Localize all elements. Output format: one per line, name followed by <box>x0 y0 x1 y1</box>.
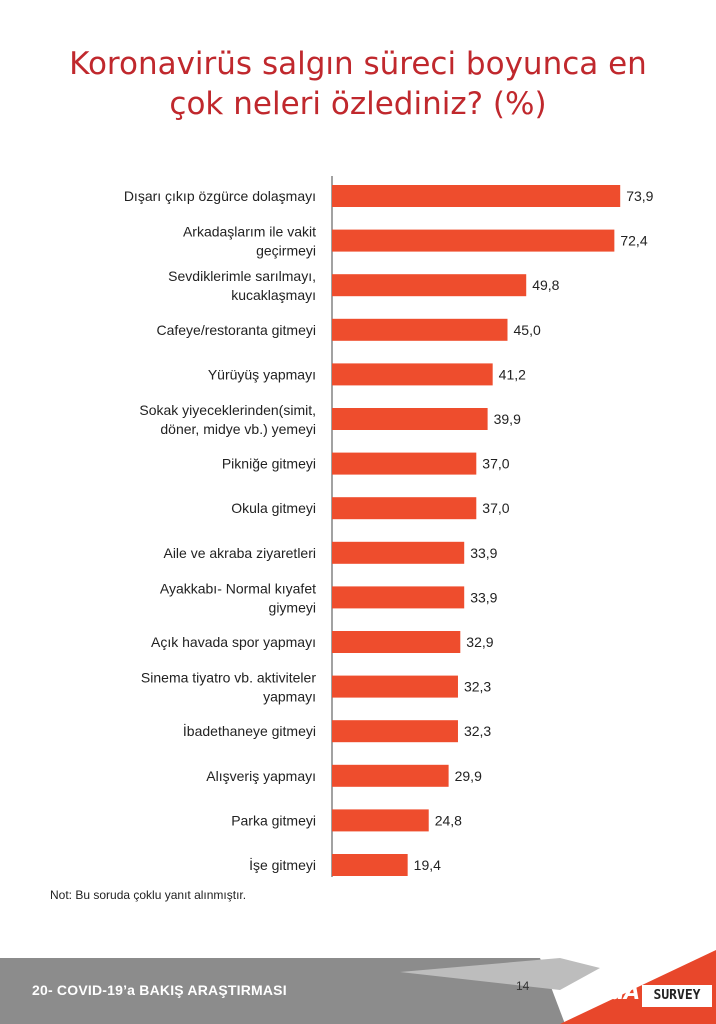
category-label: Cafeye/restoranta gitmeyi <box>156 322 316 338</box>
chart-bars: 73,9 Dışarı çıkıp özgürce dolaşmayı 72,4 Ar… <box>124 185 654 876</box>
category-label: Sinema tiyatro vb. aktiviteler yapmayı <box>141 670 316 705</box>
bar-value-label: 24,8 <box>435 812 462 828</box>
report-title: 20- COVID-19’a BAKIŞ ARAŞTIRMASI <box>32 982 287 998</box>
category-label-line: döner, midye vb.) yemeyi <box>160 421 316 437</box>
bar <box>332 764 449 787</box>
bar-value-label: 39,9 <box>494 411 521 427</box>
category-label-line: Sevdiklerimle sarılmayı, <box>168 268 316 284</box>
category-label-line: giymeyi <box>269 599 316 615</box>
category-label-line: Alışveriş yapmayı <box>206 768 316 784</box>
category-label: Dışarı çıkıp özgürce dolaşmayı <box>124 188 316 204</box>
category-label-line: Arkadaşlarım ile vakit <box>183 224 316 240</box>
category-label: Ayakkabı- Normal kıyafet giymeyi <box>160 580 316 615</box>
category-label-line: Cafeye/restoranta gitmeyi <box>156 322 316 338</box>
bar-chart: 73,9 Dışarı çıkıp özgürce dolaşmayı 72,4 Ar… <box>124 176 654 877</box>
areda-logo: AredA <box>570 980 640 1004</box>
category-label: Açık havada spor yapmayı <box>151 634 316 650</box>
bar-value-label: 19,4 <box>414 857 441 873</box>
category-label-line: yapmayı <box>263 689 316 705</box>
bar <box>332 497 477 520</box>
bar-value-label: 32,9 <box>466 634 493 650</box>
bar-value-label: 29,9 <box>455 768 482 784</box>
category-label-line: Pikniğe gitmeyi <box>222 456 316 472</box>
category-label: Pikniğe gitmeyi <box>222 456 316 472</box>
category-label: İşe gitmeyi <box>249 856 316 873</box>
bar-value-label: 72,4 <box>620 233 647 249</box>
category-label-line: Dışarı çıkıp özgürce dolaşmayı <box>124 188 316 204</box>
category-label: İbadethaneye gitmeyi <box>183 722 316 739</box>
bar-value-label: 49,8 <box>532 277 559 293</box>
category-label-line: kucaklaşmayı <box>231 287 316 303</box>
category-label: Okula gitmeyi <box>231 500 316 516</box>
bar <box>332 274 527 297</box>
bar-value-label: 32,3 <box>464 679 491 695</box>
category-label-line: Parka gitmeyi <box>231 812 316 828</box>
category-label-line: Ayakkabı- Normal kıyafet <box>160 580 316 596</box>
category-label: Sokak yiyeceklerinden(simit, döner, midye… <box>139 402 316 437</box>
category-label-line: Aile ve akraba ziyaretleri <box>163 545 316 561</box>
category-label: Aile ve akraba ziyaretleri <box>163 545 316 561</box>
category-label-line: İşe gitmeyi <box>249 856 316 873</box>
bar-value-label: 45,0 <box>514 322 541 338</box>
category-label-line: Okula gitmeyi <box>231 500 316 516</box>
bar <box>332 318 508 341</box>
page-title-line2: çok neleri özlediniz? (%) <box>169 86 547 122</box>
bar <box>332 854 408 876</box>
category-label-line: geçirmeyi <box>256 243 316 259</box>
bar <box>332 185 621 207</box>
bar <box>332 229 615 252</box>
bar <box>332 631 461 653</box>
bar <box>332 675 458 698</box>
category-label-line: Sinema tiyatro vb. aktiviteler <box>141 670 316 686</box>
bar <box>332 586 465 609</box>
survey-logo: SURVEY <box>642 985 712 1007</box>
category-label-line: Sokak yiyeceklerinden(simit, <box>139 402 316 418</box>
category-label-line: İbadethaneye gitmeyi <box>183 722 316 739</box>
category-label-line: Yürüyüş yapmayı <box>208 366 316 382</box>
category-label: Sevdiklerimle sarılmayı, kucaklaşmayı <box>168 268 316 303</box>
category-label: Yürüyüş yapmayı <box>208 366 316 382</box>
bar <box>332 809 429 832</box>
bar-value-label: 33,9 <box>470 589 497 605</box>
category-label: Parka gitmeyi <box>231 812 316 828</box>
bar-value-label: 37,0 <box>482 500 509 516</box>
bar-value-label: 33,9 <box>470 545 497 561</box>
bar <box>332 720 458 743</box>
bar-value-label: 73,9 <box>626 188 653 204</box>
bar <box>332 452 477 475</box>
page-title: Koronavirüs salgın süreci boyunca en çok… <box>0 44 716 124</box>
page-title-line1: Koronavirüs salgın süreci boyunca en <box>69 46 647 82</box>
bar-value-label: 32,3 <box>464 723 491 739</box>
category-label-line: Açık havada spor yapmayı <box>151 634 316 650</box>
category-label: Alışveriş yapmayı <box>206 768 316 784</box>
bar <box>332 541 465 564</box>
bar-value-label: 37,0 <box>482 456 509 472</box>
bar <box>332 408 488 430</box>
category-label: Arkadaşlarım ile vakit geçirmeyi <box>183 224 316 259</box>
bar <box>332 363 493 386</box>
footnote: Not: Bu soruda çoklu yanıt alınmıştır. <box>50 888 247 902</box>
footer-light-wedge <box>400 958 600 990</box>
bar-value-label: 41,2 <box>499 366 526 382</box>
page-number: 14 <box>516 979 530 993</box>
